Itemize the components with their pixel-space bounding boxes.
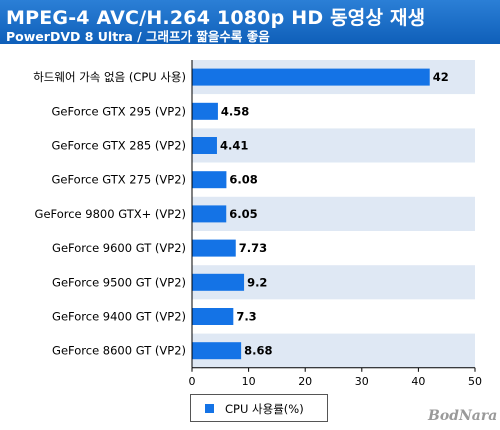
x-tick-label: 20 (298, 375, 312, 388)
x-tick-label: 10 (242, 375, 256, 388)
row-band (192, 128, 475, 163)
bar (192, 102, 218, 120)
bar (192, 308, 234, 325)
bar (192, 205, 227, 223)
value-label: 6.08 (229, 173, 257, 187)
bar (192, 68, 430, 86)
legend-swatch (205, 404, 214, 413)
row-band (192, 196, 475, 231)
x-tick-label: 40 (411, 375, 425, 388)
value-label: 7.73 (239, 241, 267, 255)
category-label: GeForce GTX 285 (VP2) (51, 139, 186, 153)
category-label: GeForce 9500 GT (VP2) (52, 275, 186, 289)
x-tick-label: 0 (189, 375, 196, 388)
value-label: 42 (433, 70, 449, 84)
category-label: GeForce GTX 295 (VP2) (51, 104, 186, 118)
row-band (192, 231, 475, 266)
value-label: 7.3 (236, 310, 256, 324)
watermark-logo: BodNara (428, 408, 498, 424)
value-label: 6.05 (229, 207, 257, 221)
chart-header: MPEG-4 AVC/H.264 1080p HD 동영상 재생 PowerDV… (0, 0, 500, 44)
chart-title: MPEG-4 AVC/H.264 1080p HD 동영상 재생 (6, 7, 426, 29)
x-tick-label: 30 (355, 375, 369, 388)
category-label: GeForce 9600 GT (VP2) (52, 241, 186, 255)
row-band (192, 299, 475, 334)
legend-label: CPU 사용률(%) (225, 402, 304, 416)
row-band (192, 162, 475, 197)
bar-chart: 하드웨어 가속 없음 (CPU 사용) GeForce GTX 295 (VP2)… (33, 60, 482, 388)
bar (192, 239, 236, 257)
value-label: 4.41 (220, 139, 248, 153)
value-label: 8.68 (244, 344, 272, 358)
bar (192, 171, 227, 189)
bar (192, 137, 217, 154)
bar (192, 342, 242, 360)
chart-subtitle: PowerDVD 8 Ultra / 그래프가 짧을수록 좋음 (6, 29, 270, 44)
value-label: 9.2 (247, 275, 267, 289)
chart-legend: CPU 사용률(%) (190, 394, 328, 422)
category-label: GeForce 9400 GT (VP2) (52, 310, 186, 324)
bar (192, 273, 245, 291)
category-label: 하드웨어 가속 없음 (CPU 사용) (33, 70, 186, 84)
value-label: 4.58 (221, 104, 249, 118)
category-label: GeForce 9800 GTX+ (VP2) (35, 207, 186, 221)
row-band (192, 94, 475, 129)
x-tick-label: 50 (468, 375, 482, 388)
category-label: GeForce GTX 275 (VP2) (51, 173, 186, 187)
category-label: GeForce 8600 GT (VP2) (52, 344, 186, 358)
